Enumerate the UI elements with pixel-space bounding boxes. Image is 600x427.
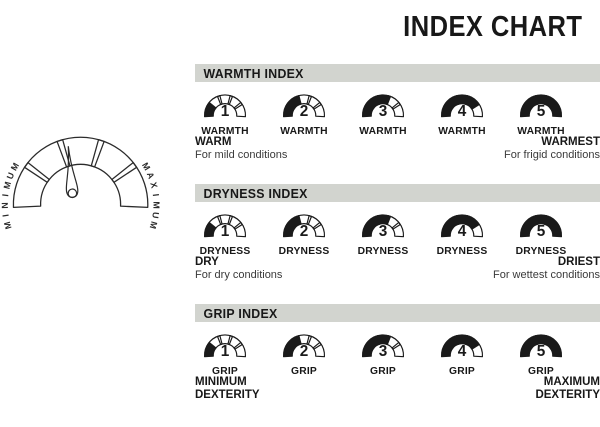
svg-text:N: N xyxy=(0,202,10,209)
svg-text:I: I xyxy=(0,213,10,217)
svg-text:2: 2 xyxy=(300,223,309,240)
svg-text:U: U xyxy=(150,211,161,219)
svg-text:5: 5 xyxy=(537,343,546,360)
svg-text:M: M xyxy=(9,161,21,173)
svg-text:M: M xyxy=(1,180,13,190)
svg-text:M: M xyxy=(2,220,14,230)
svg-text:M: M xyxy=(151,201,161,209)
svg-text:3: 3 xyxy=(379,223,388,240)
svg-text:2: 2 xyxy=(300,343,309,360)
svg-text:A: A xyxy=(145,171,157,181)
svg-text:1: 1 xyxy=(221,103,230,120)
svg-text:1: 1 xyxy=(221,343,230,360)
svg-text:4: 4 xyxy=(458,343,467,360)
svg-text:5: 5 xyxy=(537,103,546,120)
svg-text:U: U xyxy=(5,171,17,181)
svg-text:M: M xyxy=(148,220,160,230)
svg-text:I: I xyxy=(151,193,161,197)
svg-text:3: 3 xyxy=(379,343,388,360)
svg-text:1: 1 xyxy=(221,223,230,240)
svg-text:I: I xyxy=(0,193,10,197)
svg-text:4: 4 xyxy=(458,223,467,240)
svg-text:2: 2 xyxy=(300,103,309,120)
svg-text:5: 5 xyxy=(537,223,546,240)
svg-text:M: M xyxy=(140,161,152,173)
svg-text:4: 4 xyxy=(458,103,467,120)
svg-text:X: X xyxy=(148,181,159,190)
svg-text:3: 3 xyxy=(379,103,388,120)
